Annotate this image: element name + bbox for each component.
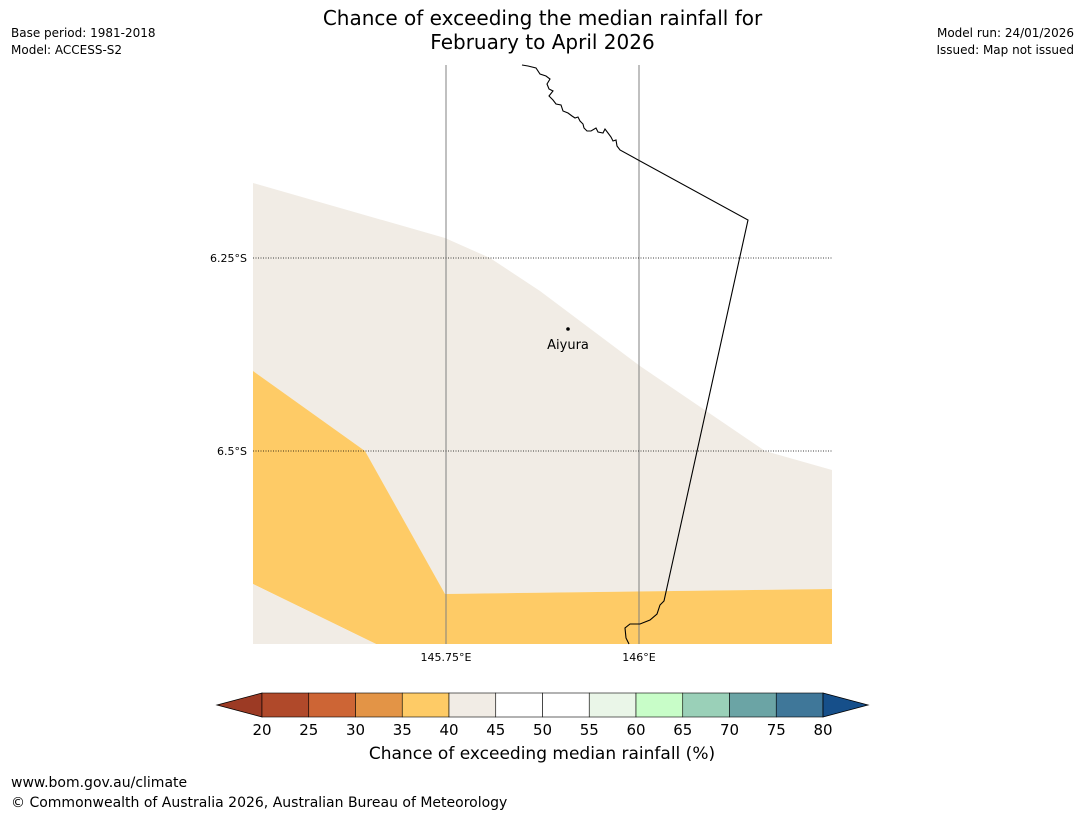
colorbar-tick-45: 45	[486, 721, 505, 739]
forecast-region-40-45-lower	[253, 584, 376, 644]
colorbar-tick-80: 80	[813, 721, 832, 739]
forecast-region-40-45-upper	[253, 183, 832, 594]
lon-label-145-75: 145.75°E	[421, 651, 472, 664]
colorbar-cell-20-25	[261, 692, 310, 718]
model-run: Model run: 24/01/2026	[936, 26, 1074, 40]
colorbar-tick-75: 75	[767, 721, 786, 739]
colorbar-cell-65-70	[682, 692, 730, 718]
forecast-region-35-40	[253, 371, 832, 644]
colorbar-tick-30: 30	[346, 721, 365, 739]
lat-label-6-5: 6.5°S	[217, 445, 247, 458]
town-marker-aiyura	[566, 327, 570, 331]
colorbar-tick-35: 35	[393, 721, 412, 739]
title-line-2: February to April 2026	[430, 30, 655, 54]
title-line-1: Chance of exceeding the median rainfall …	[322, 6, 763, 30]
colorbar-cell-70-75	[729, 692, 777, 718]
colorbar-cell-40-45	[448, 692, 497, 718]
colorbar-tick-70: 70	[720, 721, 739, 739]
map-title: Chance of exceeding the median rainfall …	[0, 6, 1085, 54]
lon-label-146: 146°E	[622, 651, 655, 664]
footer-copyright: © Commonwealth of Australia 2026, Austra…	[11, 795, 508, 811]
colorbar-label: Chance of exceeding median rainfall (%)	[368, 744, 716, 764]
colorbar-ticks: 20 25 30 35 40 45 50 55 60 65 70 75 80	[252, 721, 832, 739]
meta-right: Model run: 24/01/2026 Issued: Map not is…	[936, 25, 1074, 59]
town-label-aiyura: Aiyura	[547, 338, 589, 353]
colorbar-tick-65: 65	[673, 721, 692, 739]
colorbar: 20 25 30 35 40 45 50 55 60 65 70 75 80	[215, 692, 870, 739]
base-period: Base period: 1981-2018	[11, 26, 156, 40]
colorbar-tick-50: 50	[533, 721, 552, 739]
colorbar-cell-25-30	[308, 692, 356, 718]
model-name: Model: ACCESS-S2	[11, 43, 123, 57]
colorbar-tick-20: 20	[252, 721, 271, 739]
colorbar-tick-55: 55	[580, 721, 599, 739]
colorbar-cell-30-35	[355, 692, 403, 718]
colorbar-cell-60-65	[635, 692, 684, 718]
colorbar-tick-60: 60	[626, 721, 645, 739]
province-border	[521, 64, 749, 645]
issued-status: Issued: Map not issued	[936, 43, 1074, 57]
colorbar-tick-25: 25	[299, 721, 318, 739]
colorbar-over-arrow	[822, 692, 870, 718]
lat-label-6-25: 6.25°S	[210, 252, 247, 265]
map-figure: Aiyura 6.25°S 6.5°S 145.75°E 146°E 20 25 3…	[210, 64, 870, 739]
colorbar-cells	[261, 692, 824, 718]
colorbar-under-arrow	[215, 692, 263, 718]
colorbar-cell-75-80	[775, 692, 824, 718]
colorbar-cell-35-40	[401, 692, 450, 718]
colorbar-cell-45-50	[495, 692, 543, 718]
colorbar-tick-40: 40	[439, 721, 458, 739]
footer-url[interactable]: www.bom.gov.au/climate	[11, 775, 188, 791]
meta-left: Base period: 1981-2018 Model: ACCESS-S2	[11, 25, 156, 59]
colorbar-cell-50-55	[542, 692, 590, 718]
colorbar-cell-55-60	[588, 692, 637, 718]
footer: www.bom.gov.au/climate © Commonwealth of…	[11, 773, 507, 813]
map-panel: Aiyura 6.25°S 6.5°S 145.75°E 146°E	[210, 64, 832, 664]
